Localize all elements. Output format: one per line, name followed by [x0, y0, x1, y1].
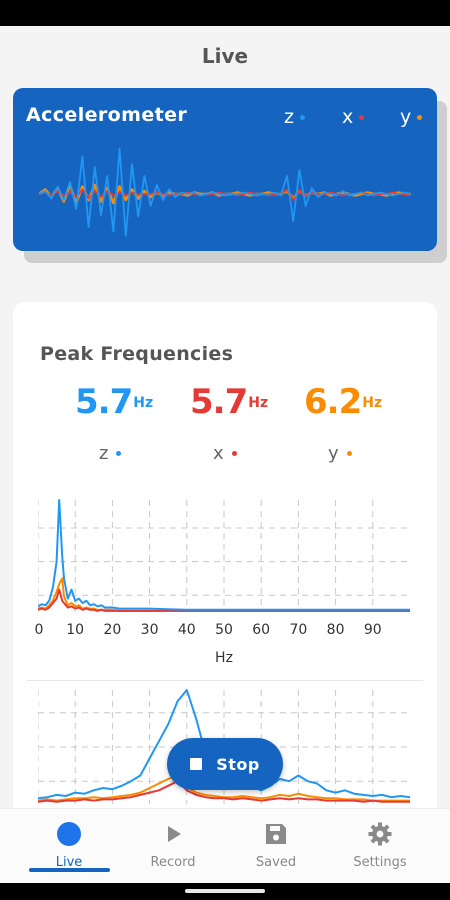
frequency-tick-0: 0 [34, 622, 44, 638]
status-bar [0, 0, 450, 26]
peak-z-value: 5.7 Hz [75, 382, 153, 422]
accelerometer-title: Accelerometer [26, 104, 188, 126]
peak-x-number: 5.7 [190, 382, 248, 422]
frequency-tick-60: 60 [252, 622, 271, 638]
peak-frequencies-title: Peak Frequencies [40, 343, 234, 365]
gear-icon [368, 822, 392, 846]
zoom-series-x [38, 780, 410, 803]
peak-z-number: 5.7 [75, 382, 133, 422]
nav-item-record[interactable]: Record [121, 809, 225, 884]
frequency-tick-90: 90 [363, 622, 382, 638]
legend-y: y [400, 106, 423, 128]
nav-active-indicator [29, 868, 110, 872]
legend-y-dot-icon [417, 114, 423, 120]
frequency-tick-70: 70 [289, 622, 308, 638]
save-icon [266, 824, 286, 844]
frequency-series-z [38, 499, 410, 611]
accelerometer-card: Accelerometer z x y [13, 88, 437, 251]
peak-y-value: 6.2 Hz [304, 382, 382, 422]
legend-z-dot-icon [299, 114, 305, 120]
stop-button-label: Stop [216, 754, 260, 774]
nav-item-saved[interactable]: Saved [224, 809, 328, 884]
frequency-tick-10: 10 [66, 622, 85, 638]
nav-item-live[interactable]: Live [17, 809, 121, 884]
peak-legend-y: y [328, 443, 352, 464]
nav-item-settings[interactable]: Settings [328, 809, 432, 884]
home-handle [185, 889, 265, 893]
chart-divider [27, 680, 423, 681]
frequency-x-axis-label: Hz [215, 650, 233, 666]
peak-frequencies-card: Peak Frequencies 5.7 Hz 5.7 Hz 6.2 Hz z … [13, 302, 437, 822]
peak-legend-x: x [213, 443, 237, 464]
accelerometer-series-x [39, 188, 411, 201]
peak-legend-x-dot-icon [231, 451, 237, 456]
legend-x: x [342, 106, 365, 128]
frequency-tick-40: 40 [177, 622, 196, 638]
accelerometer-chart [39, 148, 411, 237]
zoom-series-y [38, 774, 410, 802]
legend-z-label: z [284, 106, 294, 128]
nav-item-saved-label: Saved [255, 855, 297, 870]
peak-x-unit: Hz [248, 395, 269, 411]
frequency-series-x [38, 588, 410, 612]
legend-y-label: y [400, 106, 412, 128]
frequency-tick-20: 20 [103, 622, 122, 638]
peak-legend-x-label: x [213, 443, 224, 464]
peak-y-unit: Hz [362, 395, 383, 411]
stop-icon [190, 758, 203, 770]
legend-x-dot-icon [359, 114, 365, 120]
legend-z: z [284, 106, 305, 128]
nav-item-live-label: Live [55, 855, 83, 870]
frequency-tick-30: 30 [140, 622, 159, 638]
legend-x-label: x [342, 106, 354, 128]
frequency-chart [38, 499, 410, 612]
peak-legend-z-label: z [99, 443, 109, 464]
peak-legend-z-dot-icon [116, 451, 122, 456]
frequency-series-y [38, 577, 410, 612]
peak-legend-y-dot-icon [346, 451, 352, 456]
circle-icon [57, 822, 81, 846]
stop-button[interactable]: Stop [167, 738, 283, 790]
nav-item-settings-label: Settings [353, 855, 407, 870]
peak-x-value: 5.7 Hz [190, 382, 268, 422]
page-title: Live [201, 44, 249, 68]
peak-y-number: 6.2 [304, 382, 362, 422]
accelerometer-series-z [39, 148, 411, 237]
nav-item-record-label: Record [150, 855, 196, 870]
peak-z-unit: Hz [133, 395, 154, 411]
frequency-tick-50: 50 [215, 622, 233, 638]
frequency-tick-80: 80 [326, 622, 345, 638]
peak-legend-z: z [99, 443, 122, 464]
play-icon [168, 826, 181, 842]
peak-legend-y-label: y [328, 443, 339, 464]
